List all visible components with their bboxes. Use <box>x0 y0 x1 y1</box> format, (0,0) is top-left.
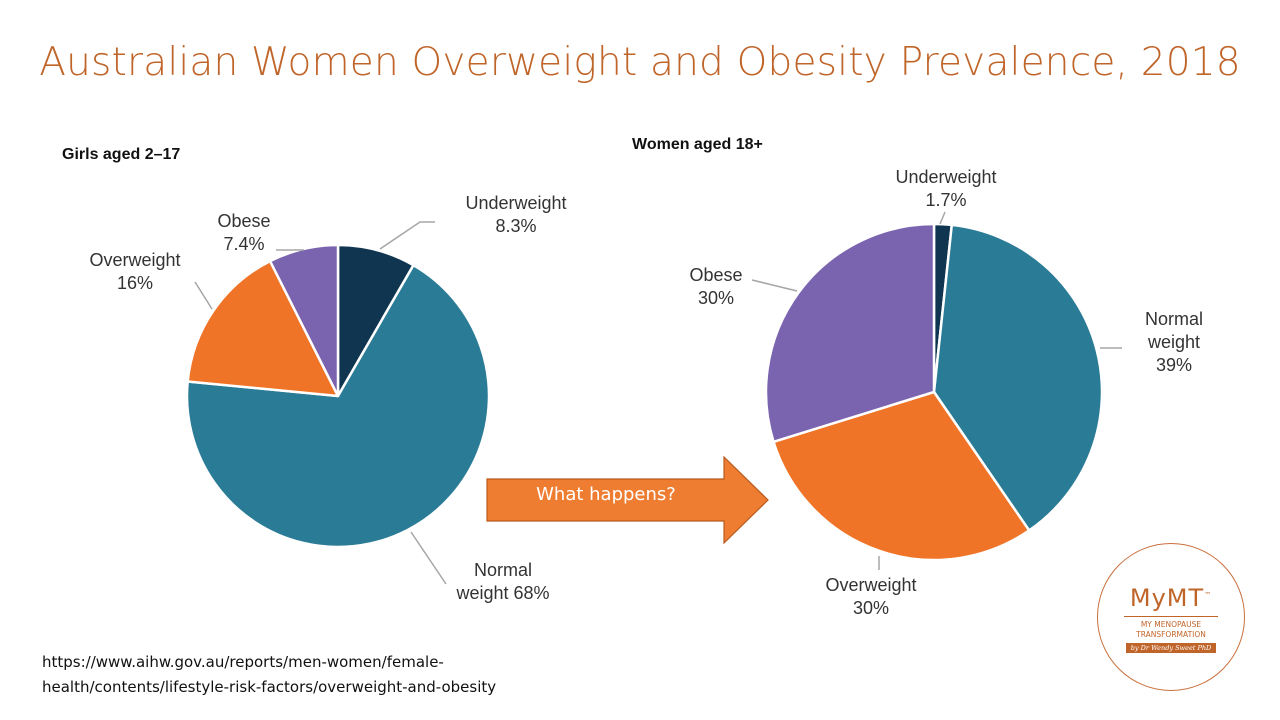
logo-trademark: ™ <box>1204 591 1213 599</box>
what-happens-arrow: What happens? <box>486 455 770 545</box>
logo-subtitle-line-1: MY MENOPAUSE <box>1140 620 1202 629</box>
logo-subtitle-line-2: TRANSFORMATION <box>1136 630 1206 639</box>
logo-divider <box>1124 616 1218 617</box>
women-label-overweight: Overweight 30% <box>825 575 916 618</box>
girls-slice-obese <box>268 243 340 398</box>
women-slice-overweight <box>772 390 1031 562</box>
source-line-2: health/contents/lifestyle-risk-factors/o… <box>42 678 497 696</box>
arrow-icon <box>486 455 769 545</box>
women-label-obese: Obese 30% <box>689 265 742 308</box>
women-chart-title: Women aged 18+ <box>632 136 763 153</box>
source-citation: https://www.aihw.gov.au/reports/men-wome… <box>42 650 602 700</box>
girls-label-underweight: Underweight 8.3% <box>465 193 566 236</box>
girls-chart-title: Girls aged 2–17 <box>62 146 181 163</box>
girls-leader-normal-weight <box>410 531 447 585</box>
girls-leader-underweight <box>379 221 435 250</box>
girls-label-obese: Obese 7.4% <box>217 211 270 254</box>
women-slice-normal-weight <box>932 223 1104 532</box>
girls-leader-overweight <box>194 281 213 310</box>
logo-wordmark: MyMT™ <box>1098 584 1244 612</box>
girls-label-overweight: Overweight 16% <box>89 250 180 293</box>
logo-main-text: MyMT <box>1129 584 1205 612</box>
slide-title: Australian Women Overweight and Obesity … <box>39 40 1241 85</box>
women-leader-obese <box>751 279 798 292</box>
women-leader-underweight <box>939 211 946 225</box>
women-label-underweight: Underweight 1.7% <box>895 167 996 210</box>
mymt-logo: MyMT™ MY MENOPAUSE TRANSFORMATION by Dr … <box>1097 543 1245 691</box>
arrow-label: What happens? <box>536 484 676 505</box>
girls-label-normal-weight: Normal weight 68% <box>455 560 549 603</box>
girls-slice-overweight <box>186 259 340 398</box>
logo-subtitle: MY MENOPAUSE TRANSFORMATION <box>1098 620 1244 640</box>
arrow-shape <box>486 455 769 545</box>
women-label-normal-weight: Normal weight 39% <box>1145 309 1203 375</box>
girls-slice-normal-weight <box>185 263 491 549</box>
logo-author-band: by Dr Wendy Sweet PhD <box>1126 643 1216 653</box>
source-line-1: https://www.aihw.gov.au/reports/men-wome… <box>42 653 444 671</box>
women-slice-obese <box>764 222 936 444</box>
